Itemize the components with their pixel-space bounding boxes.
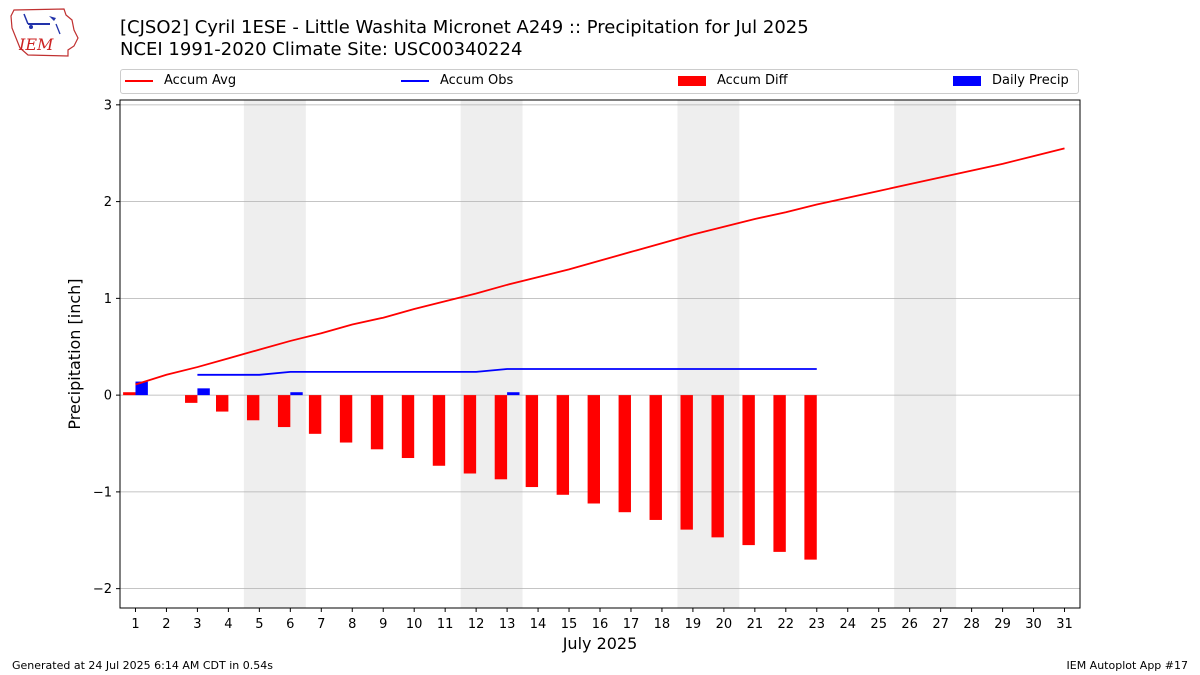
app-credit: IEM Autoplot App #17	[1066, 659, 1189, 672]
legend-swatch-accum-avg	[125, 79, 153, 82]
x-tick-label-22: 22	[778, 617, 795, 632]
legend-swatch-accum-obs	[401, 79, 429, 82]
diff-bar-day-16	[587, 395, 600, 504]
diff-bar-day-18	[649, 395, 662, 520]
diff-bar-day-7	[308, 395, 322, 434]
diff-bar-day-9	[370, 395, 384, 450]
x-tick-label-15: 15	[561, 617, 578, 632]
legend-label-accum-avg: Accum Avg	[164, 73, 237, 88]
iem-logo: IEM	[10, 8, 79, 57]
diff-bar-day-22	[773, 395, 786, 552]
legend-item-accum-obs: Accum Obs	[401, 73, 513, 91]
diff-bar-day-10	[401, 395, 415, 459]
diff-bar-day-8	[339, 395, 353, 443]
generated-note: Generated at 24 Jul 2025 6:14 AM CDT in …	[12, 659, 273, 672]
x-tick-label-10: 10	[406, 617, 423, 632]
legend-label-accum-obs: Accum Obs	[440, 73, 514, 88]
diff-bar-day-6	[277, 395, 291, 428]
x-tick-label-29: 29	[994, 617, 1011, 632]
weekend-band-2	[460, 100, 523, 608]
legend: Accum Avg Accum Obs Accum Diff Daily Pre…	[120, 69, 1079, 94]
x-axis-label: July 2025	[562, 634, 638, 653]
legend-swatch-daily-precip	[953, 75, 981, 86]
diff-bar-day-12	[463, 395, 477, 474]
x-tick-label-9: 9	[379, 617, 387, 632]
accum-avg-line	[135, 147, 1065, 386]
diff-bar-day-14	[525, 395, 539, 488]
diff-bar-day-11	[432, 395, 446, 466]
x-tick-label-6: 6	[286, 617, 294, 632]
diff-bar-day-15	[556, 395, 570, 495]
y-tick-label-1: −1	[93, 485, 112, 500]
diff-bar-day-1	[123, 392, 136, 396]
x-tick-label-12: 12	[468, 617, 485, 632]
chart-title: [CJSO2] Cyril 1ESE - Little Washita Micr…	[120, 17, 809, 38]
y-tick-label-3: 1	[104, 292, 112, 307]
y-tick-label-2: 0	[104, 389, 112, 404]
legend-item-accum-avg: Accum Avg	[125, 73, 236, 91]
x-tick-label-7: 7	[317, 617, 325, 632]
weekend-band-1	[243, 100, 306, 608]
y-tick-label-4: 2	[104, 195, 112, 210]
x-tick-label-26: 26	[901, 617, 918, 632]
daily-bar-day-13	[507, 392, 520, 396]
x-tick-label-4: 4	[224, 617, 232, 632]
x-tick-label-16: 16	[592, 617, 609, 632]
x-tick-label-21: 21	[747, 617, 764, 632]
accum-obs-line	[197, 368, 817, 376]
diff-bar-day-20	[711, 395, 724, 538]
diff-bar-day-3	[185, 395, 198, 403]
x-tick-label-1: 1	[131, 617, 139, 632]
diff-bar-day-21	[742, 395, 755, 546]
x-tick-label-2: 2	[162, 617, 170, 632]
x-tick-label-17: 17	[623, 617, 640, 632]
x-tick-label-13: 13	[499, 617, 516, 632]
diff-bar-day-19	[680, 395, 693, 530]
x-tick-label-24: 24	[839, 617, 856, 632]
diff-bar-day-5	[246, 395, 260, 421]
chart-subtitle: NCEI 1991-2020 Climate Site: USC00340224	[120, 39, 523, 60]
legend-swatch-accum-diff	[678, 75, 706, 86]
x-tick-label-11: 11	[437, 617, 454, 632]
legend-label-accum-diff: Accum Diff	[717, 73, 788, 88]
y-tick-label-0: −2	[93, 582, 112, 597]
x-tick-label-3: 3	[193, 617, 201, 632]
x-tick-label-18: 18	[654, 617, 671, 632]
legend-label-daily-precip: Daily Precip	[992, 73, 1069, 88]
diff-bar-day-23	[804, 395, 817, 560]
logo-text: IEM	[18, 35, 54, 54]
x-tick-label-14: 14	[530, 617, 547, 632]
x-tick-label-23: 23	[809, 617, 826, 632]
x-tick-label-31: 31	[1056, 617, 1073, 632]
daily-bar-day-1	[135, 381, 148, 396]
diff-bar-day-4	[216, 395, 229, 412]
daily-bar-day-3	[197, 388, 210, 396]
legend-item-daily-precip: Daily Precip	[953, 73, 1069, 91]
x-tick-label-30: 30	[1025, 617, 1042, 632]
y-axis-label: Precipitation [inch]	[65, 278, 84, 429]
x-tick-label-25: 25	[870, 617, 887, 632]
legend-item-accum-diff: Accum Diff	[678, 73, 788, 91]
x-tick-label-20: 20	[716, 617, 733, 632]
x-tick-label-5: 5	[255, 617, 263, 632]
y-tick-label-5: 3	[104, 98, 112, 113]
daily-bar-day-6	[290, 392, 303, 396]
x-tick-label-28: 28	[963, 617, 980, 632]
weekend-band-3	[677, 100, 740, 608]
diff-bar-day-13	[494, 395, 508, 480]
diff-bar-day-17	[618, 395, 631, 513]
x-tick-label-8: 8	[348, 617, 356, 632]
x-tick-label-19: 19	[685, 617, 702, 632]
x-tick-label-27: 27	[932, 617, 949, 632]
